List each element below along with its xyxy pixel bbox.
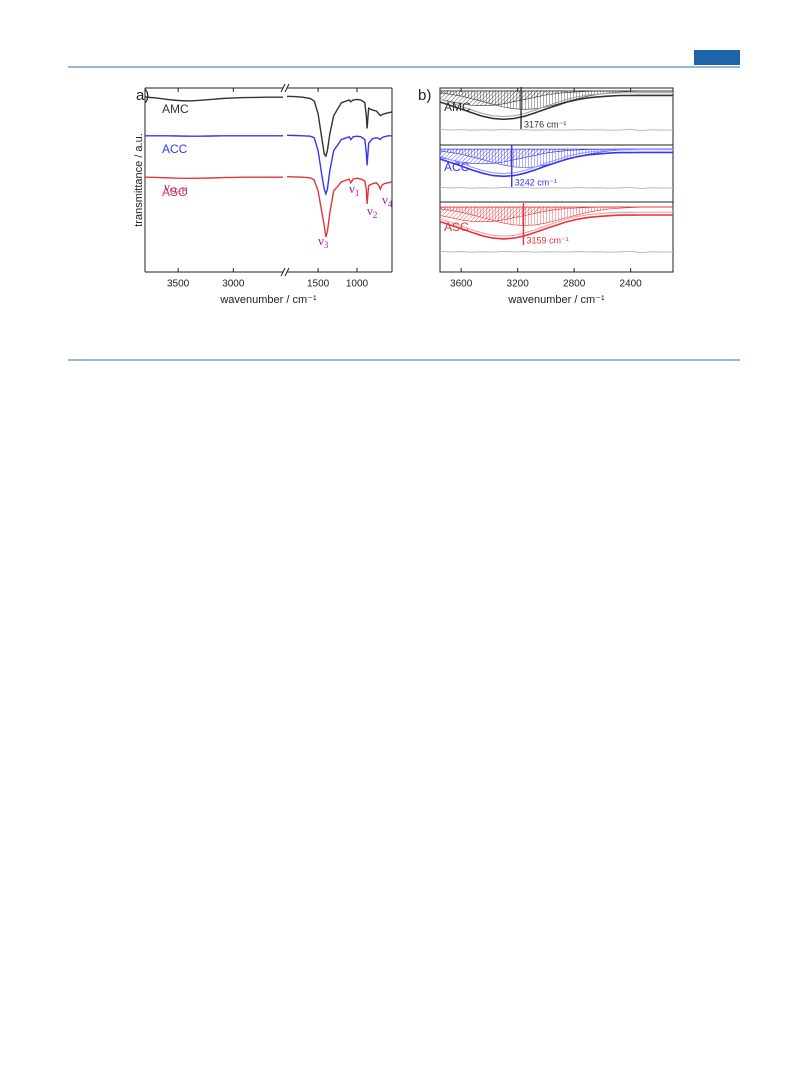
- x-tick-label: 2400: [620, 279, 643, 290]
- x-tick-label: 3000: [222, 279, 245, 290]
- peak-symbol: ν: [382, 192, 388, 207]
- component-hatch: [440, 90, 673, 110]
- spectrum-line: [439, 151, 673, 178]
- peak-subscript: O−H: [170, 186, 189, 196]
- axis-break: [280, 83, 286, 93]
- peak-annotation: ν3: [318, 233, 329, 250]
- component-hatch: [440, 207, 673, 226]
- series-label: AMC: [444, 100, 471, 114]
- axis-frame: [439, 87, 674, 273]
- component-line: [439, 90, 673, 110]
- panel-label: b): [418, 87, 431, 104]
- peak-symbol: ν: [164, 179, 170, 194]
- y-axis-label: transmittance / a.u.: [133, 133, 145, 227]
- axis-break: [284, 83, 290, 93]
- x-axis-label: wavenumber / cm⁻¹: [219, 294, 317, 306]
- axis-break: [280, 267, 286, 277]
- x-axis-label: wavenumber / cm⁻¹: [507, 294, 605, 306]
- axis-break: [284, 267, 290, 277]
- peak-annotation: ν2: [367, 203, 377, 220]
- peak-symbol: ν: [349, 181, 355, 196]
- residual-line: [439, 186, 674, 190]
- component-hatch: [440, 149, 673, 168]
- peak-annotation: νO−H: [164, 179, 188, 196]
- spectrum-line: [144, 176, 393, 238]
- component-line: [439, 206, 673, 226]
- fit-line: [439, 211, 673, 237]
- series-label: ASC: [162, 185, 187, 199]
- series-label: ASC: [444, 220, 469, 234]
- peak-marker-label: 3159 cm⁻¹: [526, 235, 568, 245]
- peak-annotation: ν1: [349, 181, 359, 198]
- spectrum-line: [439, 94, 673, 121]
- figure: 3500 3000 1500 1000 wavenumber / cm⁻¹ transmi…: [133, 83, 674, 306]
- peak-subscript: 3: [324, 240, 329, 250]
- residual-line: [439, 128, 674, 132]
- peak-symbol: ν: [318, 233, 324, 248]
- peak-subscript: 2: [373, 210, 378, 220]
- residual-line: [439, 250, 674, 254]
- spectrum-line: [145, 134, 392, 196]
- x-tick-label: 1000: [346, 279, 369, 290]
- spectrum-line: [439, 214, 673, 240]
- peak-subscript: 4: [388, 199, 393, 209]
- fit-line: [439, 149, 673, 175]
- header-tab: [694, 50, 740, 65]
- x-tick-label: 3200: [507, 279, 530, 290]
- peak-symbol: ν: [367, 203, 373, 218]
- series-label: ACC: [444, 160, 470, 174]
- fit-line: [439, 92, 673, 118]
- peak-marker-label: 3176 cm⁻¹: [524, 119, 566, 129]
- x-tick-label: 1500: [307, 279, 330, 290]
- peak-annotation: ν4: [382, 192, 393, 209]
- series-label: AMC: [162, 102, 189, 116]
- panel-label: a): [136, 87, 149, 104]
- x-tick-label: 3500: [167, 279, 190, 290]
- peak-marker-label: 3242 cm⁻¹: [515, 177, 557, 187]
- series-label: ACC: [162, 142, 188, 156]
- peak-subscript: 1: [355, 188, 360, 198]
- x-tick-label: 2800: [563, 279, 586, 290]
- x-tick-label: 3600: [450, 279, 473, 290]
- spectrum-line: [144, 95, 393, 158]
